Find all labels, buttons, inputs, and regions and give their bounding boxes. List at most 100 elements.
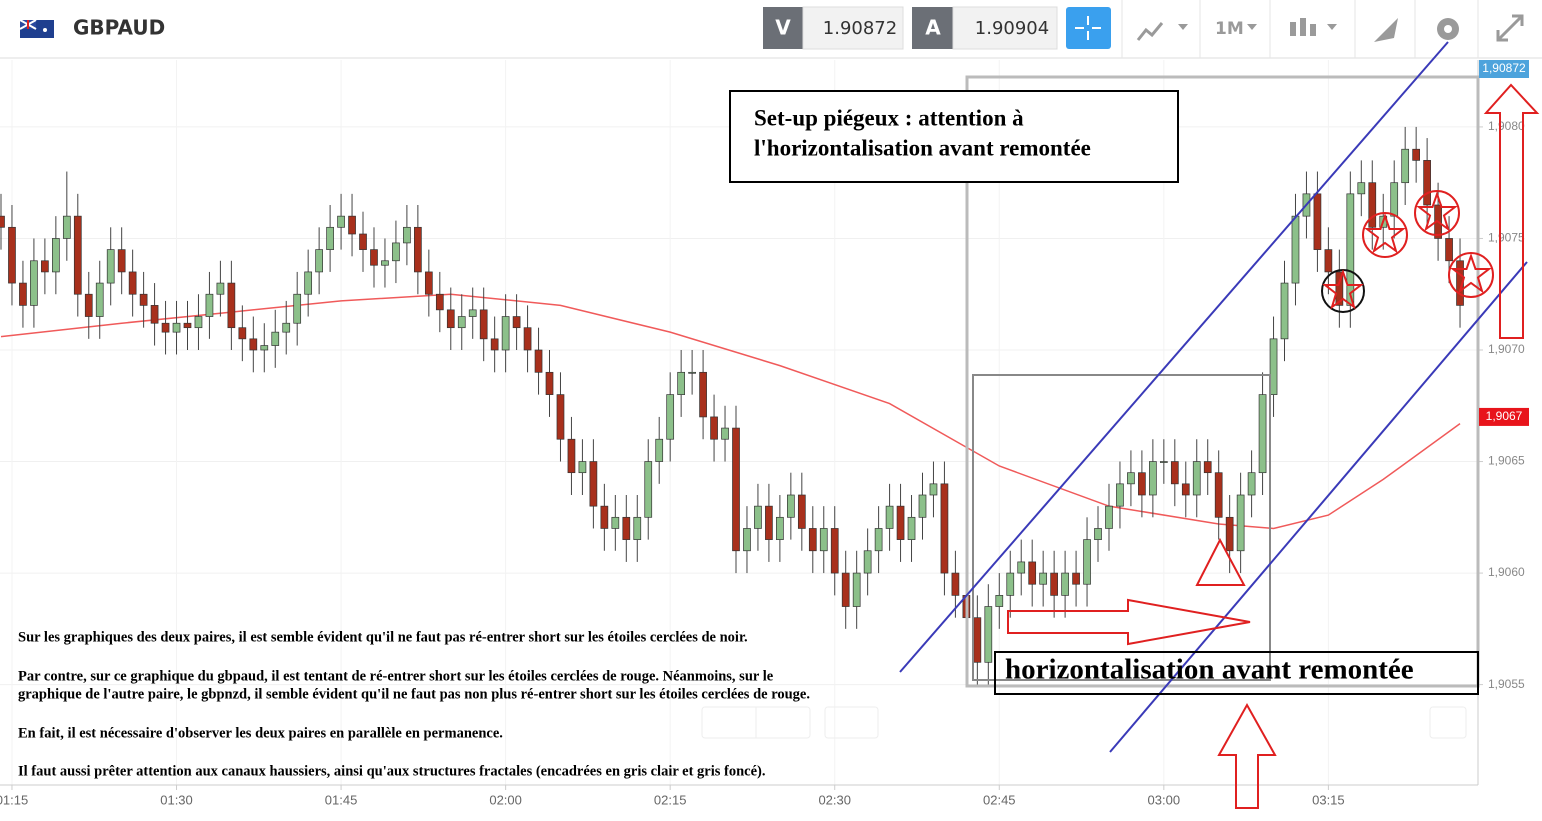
buy-price-bg[interactable] <box>952 6 1058 50</box>
price-tag <box>1479 407 1529 426</box>
sell-price-bg[interactable] <box>802 6 904 50</box>
candle-body <box>918 494 927 518</box>
y-tick-label: 1,9080 <box>1488 119 1525 133</box>
candle-body <box>1149 461 1157 496</box>
candle-body <box>765 505 773 540</box>
candle-body <box>161 322 170 333</box>
candle-body <box>655 438 664 462</box>
candle-body <box>523 327 532 351</box>
candle-body <box>30 260 38 306</box>
fullscreen-button[interactable] <box>1496 14 1524 42</box>
candle-body <box>1313 193 1322 250</box>
candle-body <box>1401 148 1410 184</box>
y-tick-label: 1,9065 <box>1488 454 1525 468</box>
candle-body <box>951 572 960 596</box>
candle-body <box>446 309 455 329</box>
candle-body <box>578 461 587 474</box>
candle-body <box>1225 516 1234 552</box>
fractal-box-light <box>965 75 1480 688</box>
flag <box>19 19 54 38</box>
candle-body <box>326 226 334 250</box>
plot <box>0 126 1464 685</box>
note: Par contre, sur ce graphique du gbpaud, … <box>18 668 774 684</box>
sell-label-bg[interactable] <box>763 7 803 49</box>
price-tag <box>1479 60 1529 78</box>
candle-body <box>238 327 247 340</box>
candle-body <box>1050 572 1058 596</box>
sell-label[interactable]: V <box>775 16 791 40</box>
candle-body <box>1138 472 1146 496</box>
price-tags: 1,90872 1,9067 <box>1479 60 1529 426</box>
candle-body <box>424 271 433 295</box>
candle-body <box>1203 461 1212 474</box>
candle-body <box>885 505 894 529</box>
candle-body <box>468 309 477 317</box>
candle-body <box>282 322 291 333</box>
candle-body <box>556 394 565 440</box>
candle-body <box>8 226 16 284</box>
candle-body <box>1192 461 1201 496</box>
candle-body <box>19 282 27 306</box>
note: En fait, il est nécessaire d'observer le… <box>18 725 503 741</box>
star-circle-black <box>1321 269 1365 313</box>
channel-line <box>899 41 1449 673</box>
price-tag-label: 1,90872 <box>1482 61 1526 75</box>
candle-body <box>414 226 422 273</box>
candle-body <box>929 483 938 496</box>
buy-price[interactable]: 1.90904 <box>975 18 1049 39</box>
candle-body <box>1006 572 1015 596</box>
candle-body <box>534 349 543 373</box>
candle-body <box>754 505 762 529</box>
candle-body <box>490 338 499 351</box>
candle-body <box>1127 472 1135 485</box>
settings-button[interactable] <box>1437 18 1459 40</box>
candle-body <box>808 528 817 552</box>
drawings: Set-up piégeux : attention à l'horizonta… <box>18 41 1540 809</box>
candle-body <box>1357 182 1366 195</box>
candle-body <box>315 249 323 273</box>
candle-body <box>73 215 82 295</box>
buy-label-bg[interactable] <box>912 7 953 49</box>
indicator-button[interactable] <box>1136 22 1188 41</box>
candle-body <box>907 516 916 540</box>
buy-label[interactable]: A <box>925 16 941 40</box>
star-circle-red <box>1414 190 1460 236</box>
candle-body <box>62 215 71 239</box>
candle-body <box>874 528 883 552</box>
symbol: GBPAUD <box>73 16 165 40</box>
title-box-line: Set-up piégeux : attention à <box>754 105 1024 130</box>
candle-body <box>830 528 839 574</box>
candle-body <box>293 293 302 324</box>
candle-body <box>743 528 751 552</box>
candle-body <box>117 249 126 273</box>
timeframe-caret[interactable] <box>1247 24 1257 30</box>
fractal-box-dark <box>972 374 1271 681</box>
zoom-buttons[interactable] <box>701 706 1467 739</box>
candle-body <box>512 316 521 329</box>
candle-body <box>797 494 806 529</box>
draw-button[interactable] <box>1374 18 1398 42</box>
candle-body <box>1445 238 1453 262</box>
candle-body <box>1247 472 1256 496</box>
x-tick-label: 03:00 <box>1148 792 1181 807</box>
candle-body <box>227 282 236 329</box>
candle-body <box>1028 561 1037 585</box>
sell-price[interactable]: 1.90872 <box>823 18 897 39</box>
candle-body <box>973 617 982 663</box>
candle-body <box>1159 461 1168 463</box>
candle-body <box>1280 282 1289 340</box>
candle-body <box>633 516 642 540</box>
candle-body <box>1291 215 1300 284</box>
note: Sur les graphiques des deux paires, il e… <box>18 629 748 645</box>
note: graphique de l'autre paire, le gbpnzd, i… <box>18 686 810 702</box>
candle-body <box>304 271 313 295</box>
candle-body <box>1423 160 1431 206</box>
crosshair-button[interactable] <box>1066 7 1111 49</box>
candle-body <box>1039 572 1048 585</box>
candle-body <box>1368 182 1377 228</box>
candle-body <box>984 606 993 663</box>
timeframe[interactable]: 1M <box>1215 19 1244 39</box>
candle-body <box>52 238 60 273</box>
chart-type-button[interactable] <box>1290 18 1337 36</box>
candle-body <box>589 461 598 507</box>
